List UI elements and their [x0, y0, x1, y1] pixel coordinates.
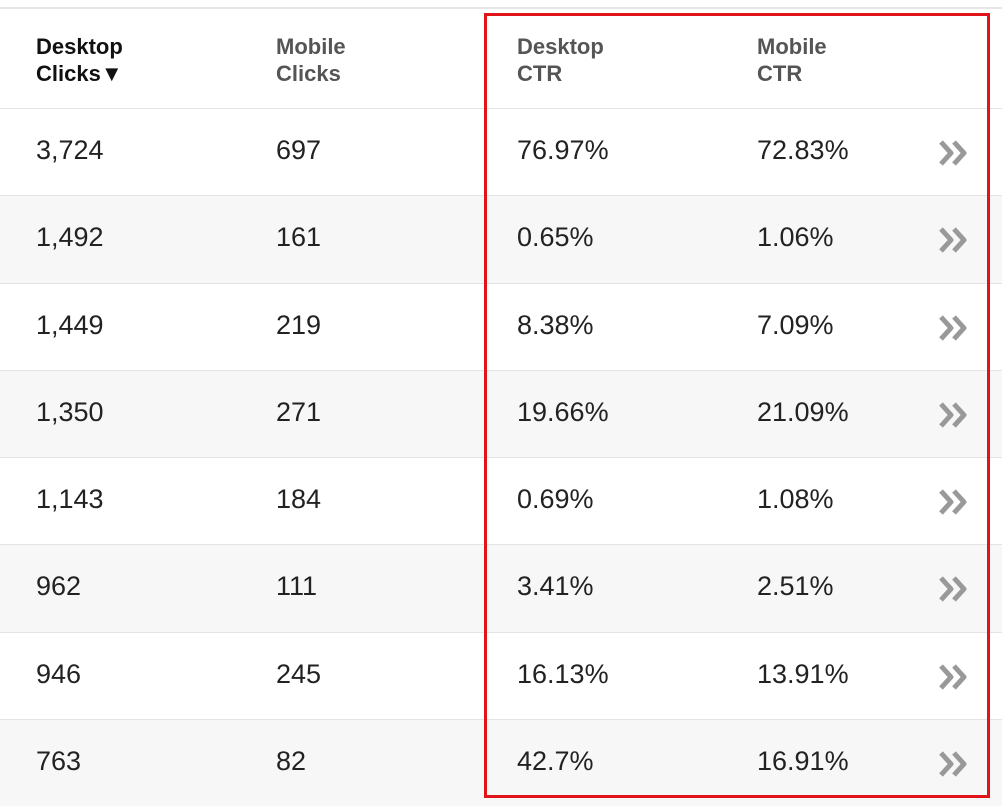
table-cell: 8.38%	[517, 309, 594, 340]
table-cell: 184	[276, 484, 322, 514]
chevron-icon	[939, 140, 967, 166]
table-cell: 82	[276, 745, 307, 776]
highlight-frame	[484, 13, 990, 798]
header-line: Clicks	[276, 61, 341, 86]
table-cell: 161	[276, 222, 322, 253]
table-cell: 7.09%	[757, 309, 834, 340]
column-header[interactable]: Desktop Clicks▼	[36, 33, 123, 87]
table-row: 763 82 42.7% 16.91%	[0, 718, 1002, 806]
table-row: 946 245 16.13% 13.91%	[0, 631, 1002, 719]
chevron-icon	[939, 489, 967, 515]
table-cell: 697	[276, 135, 322, 165]
table-cell: 3,724	[36, 135, 104, 165]
table-cell: 21.09%	[757, 396, 849, 427]
table-cell: 111	[276, 571, 318, 602]
details-chevron[interactable]	[938, 401, 970, 434]
details-chevron[interactable]	[938, 663, 970, 696]
table-cell: 3.41%	[517, 571, 594, 602]
chevron-icon	[939, 227, 967, 253]
table-row: 1,492 161 0.65% 1.06%	[0, 195, 1002, 283]
table-cell: 219	[276, 309, 322, 340]
table-cell: 962	[36, 571, 82, 602]
header-line: CTR	[757, 61, 803, 86]
table-row: 1,350 271 19.66% 21.09%	[0, 369, 1002, 457]
column-header: Mobile Clicks	[276, 33, 346, 87]
table-cell: 271	[276, 396, 322, 427]
table-row: 1,143 184 0.69% 1.08%	[0, 457, 1002, 544]
column-header: Desktop CTR	[517, 33, 604, 87]
chevron-icon	[939, 314, 967, 341]
table-cell: 1.06%	[757, 222, 834, 253]
table-cell: 1,350	[36, 396, 104, 427]
table-cell: 1,143	[36, 484, 104, 514]
column-header: Mobile CTR	[757, 33, 827, 87]
chevron-icon	[939, 663, 967, 690]
table-cell: 0.69%	[517, 484, 594, 514]
table-cell: 2.51%	[757, 571, 834, 602]
header-line: CTR	[517, 61, 563, 86]
top-rule	[0, 7, 1002, 9]
chevron-icon	[939, 576, 967, 602]
chevron-icon	[939, 751, 967, 777]
table-cell: 1,492	[36, 222, 104, 253]
table-cell: 42.7%	[517, 745, 594, 776]
table-cell: 245	[276, 658, 322, 689]
details-chevron[interactable]	[938, 226, 970, 259]
table-cell: 16.91%	[757, 745, 849, 776]
table-cell: 76.97%	[517, 135, 609, 165]
details-chevron[interactable]	[938, 314, 970, 347]
header-line: Mobile	[757, 34, 827, 59]
details-chevron[interactable]	[938, 488, 970, 521]
table-cell: 0.65%	[517, 222, 594, 253]
table-cell: 13.91%	[757, 658, 849, 689]
table-cell: 19.66%	[517, 396, 609, 427]
details-chevron[interactable]	[938, 750, 970, 783]
table-row: 962 111 3.41% 2.51%	[0, 544, 1002, 632]
details-chevron[interactable]	[938, 575, 970, 608]
header-line: Mobile	[276, 34, 346, 59]
header-line: Desktop	[36, 34, 123, 59]
table-cell: 16.13%	[517, 658, 609, 689]
details-chevron[interactable]	[938, 139, 970, 172]
header-row: Desktop Clicks▼ Mobile Clicks Desktop CTR Mobi…	[0, 9, 1002, 108]
header-line: Desktop	[517, 34, 604, 59]
table-cell: 1,449	[36, 309, 104, 340]
table-cell: 1.08%	[757, 484, 834, 514]
table-row: 1,449 219 8.38% 7.09%	[0, 282, 1002, 370]
table-cell: 763	[36, 745, 82, 776]
table-cell: 946	[36, 658, 82, 689]
header-line: Clicks▼	[36, 61, 123, 86]
table-cell: 72.83%	[757, 135, 849, 165]
chevron-icon	[939, 402, 967, 428]
table-row: 3,724 697 76.97% 72.83%	[0, 108, 1002, 195]
